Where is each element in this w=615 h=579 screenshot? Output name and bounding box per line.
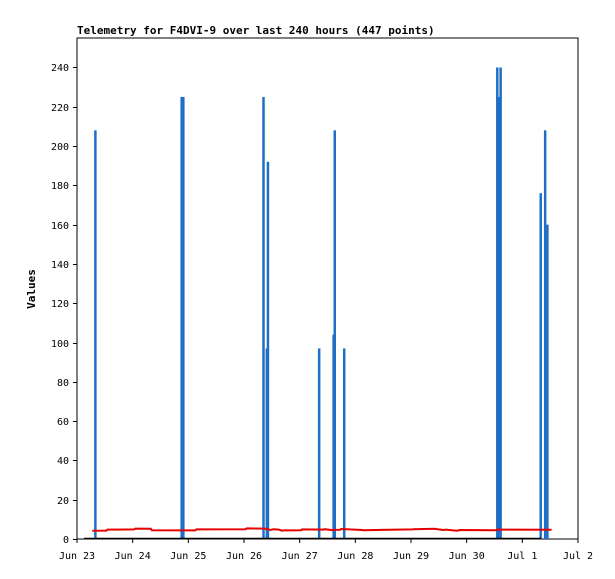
- bar: [262, 96, 265, 540]
- y-tick-label: 200: [51, 142, 69, 153]
- y-tick-label: 220: [51, 103, 69, 114]
- x-tick-label: Jun 28: [337, 551, 373, 562]
- bar: [499, 67, 502, 540]
- x-tick-label: Jun 24: [115, 551, 151, 562]
- x-tick-label: Jun 27: [282, 551, 318, 562]
- bar: [180, 96, 183, 540]
- y-tick-label: 0: [63, 535, 69, 546]
- x-axis: Jun 23 Jun 24 Jun 25 Jun 26 Jun 27 Jun 28 Jun …: [59, 539, 593, 562]
- x-tick-label: Jun 26: [226, 551, 262, 562]
- chart-title: Telemetry for F4DVI-9 over last 240 hour…: [77, 24, 435, 37]
- bar: [546, 224, 549, 539]
- x-tick-label: Jun 23: [59, 551, 95, 562]
- y-tick-label: 60: [57, 417, 69, 428]
- bar: [543, 130, 547, 539]
- x-tick-label: Jun 29: [393, 551, 429, 562]
- plot-frame: [76, 37, 579, 540]
- line-series: [92, 527, 552, 532]
- bar: [333, 130, 336, 539]
- bar-series: [94, 67, 549, 540]
- y-tick-label: 180: [51, 181, 69, 192]
- bar: [342, 348, 346, 539]
- bar: [266, 161, 270, 539]
- x-tick-label: Jun 25: [170, 551, 206, 562]
- bar: [94, 130, 97, 539]
- y-tick-label: 140: [51, 260, 69, 271]
- x-tick-label: Jul 2: [563, 551, 593, 562]
- y-tick-label: 160: [51, 221, 69, 232]
- y-tick-label: 100: [51, 339, 69, 350]
- bar: [182, 96, 185, 540]
- y-tick-label: 240: [51, 63, 69, 74]
- telemetry-line: [92, 527, 552, 532]
- x-tick-label: Jun 30: [449, 551, 485, 562]
- bar: [539, 193, 542, 539]
- y-tick-label: 120: [51, 299, 69, 310]
- bar: [317, 348, 321, 539]
- y-axis-label: Values: [25, 269, 38, 309]
- y-axis: 0 20 40 60 80 100 120 140 160 180 200 220 240: [51, 63, 77, 546]
- y-tick-label: 20: [57, 496, 69, 507]
- y-tick-label: 80: [57, 378, 69, 389]
- y-tick-label: 40: [57, 456, 69, 467]
- x-tick-label: Jul 1: [507, 551, 537, 562]
- bar: [496, 67, 499, 540]
